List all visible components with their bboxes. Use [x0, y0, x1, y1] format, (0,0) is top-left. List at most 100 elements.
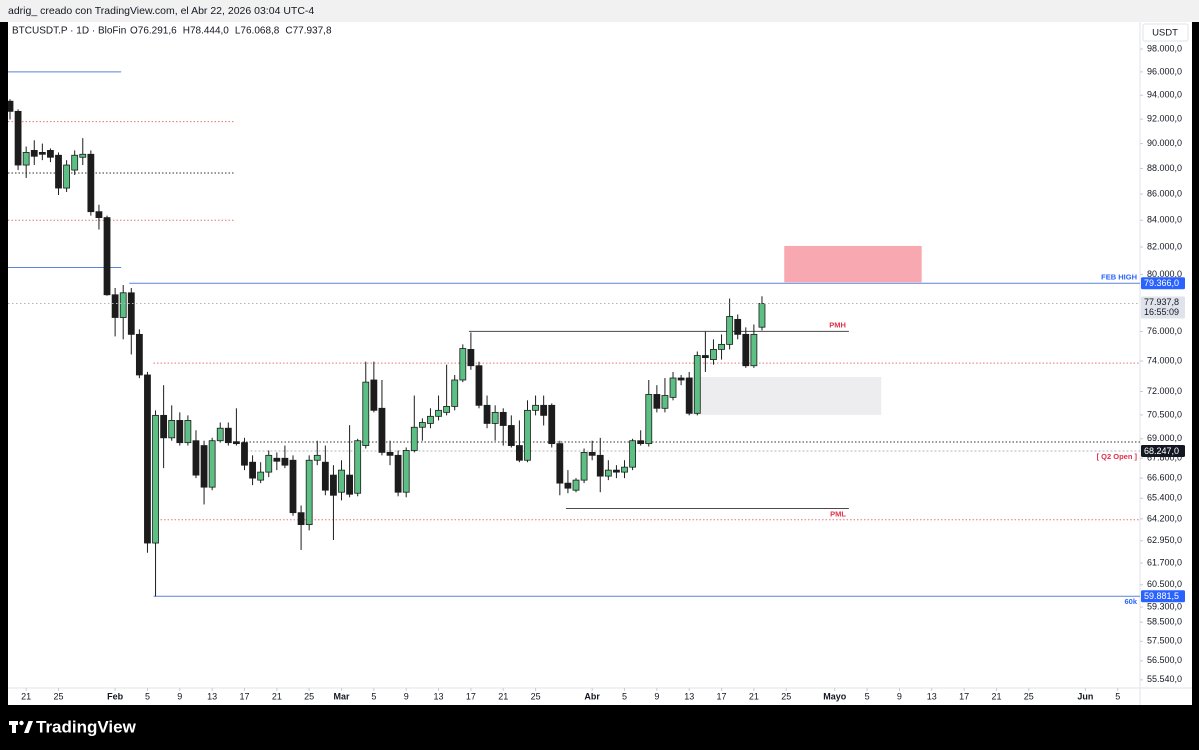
y-tick-label: 74.000,0	[1147, 355, 1182, 365]
candle-body	[79, 153, 87, 158]
candle-body	[758, 303, 766, 328]
candle-body	[354, 440, 362, 494]
y-tick-label: 64.200,0	[1147, 513, 1182, 523]
candle-body	[621, 466, 628, 473]
candle-body	[144, 374, 151, 544]
x-tick-label: 17	[466, 691, 476, 701]
y-tick-label: 56.500,0	[1147, 655, 1182, 665]
x-tick-label: 25	[531, 691, 541, 701]
candle-body	[47, 150, 54, 158]
x-tick-label: 25	[54, 691, 64, 701]
y-tick-label: 59.300,0	[1147, 601, 1182, 611]
y-tick-label: 55.540,0	[1147, 674, 1182, 684]
x-tick-label: 17	[717, 691, 727, 701]
y-tick-label: 76.000,0	[1147, 326, 1182, 336]
level-label: 60k	[1124, 597, 1137, 606]
ohlc-legend: O76.291,6 H78.444,0 L76.068,8 C77.937,8	[130, 26, 332, 37]
caption-bar	[0, 0, 1199, 22]
candle-body	[524, 409, 531, 461]
y-tick-label: 58.500,0	[1147, 617, 1182, 627]
x-tick-label: 5	[865, 691, 870, 701]
y-tick-label: 70.500,0	[1147, 409, 1182, 419]
candle-body	[71, 154, 79, 171]
symbol-title: BTCUSDT.P · 1D · BloFin	[12, 26, 126, 37]
x-tick-label: 9	[897, 691, 902, 701]
level-label: PMH	[829, 320, 846, 329]
currency: USDT	[1152, 28, 1178, 39]
countdown: 16:55:09	[1144, 307, 1179, 317]
x-tick-label: 9	[654, 691, 659, 701]
ohlc-value: H78.444,0	[183, 26, 230, 37]
level-label: PML	[830, 510, 846, 519]
candle-body	[410, 426, 418, 451]
price-tag-label: 59.881,5	[1144, 591, 1179, 601]
candle-body	[152, 414, 159, 544]
y-tick-label: 86.000,0	[1147, 188, 1182, 198]
y-tick-label: 82.000,0	[1147, 241, 1182, 251]
candle-body	[63, 164, 70, 189]
candle-body	[742, 333, 750, 367]
last-price-tag	[1141, 296, 1185, 319]
candle-body	[87, 153, 95, 213]
candle-body	[580, 451, 588, 481]
candle-body	[402, 450, 410, 493]
x-tick-label: 21	[749, 691, 759, 701]
candle-body	[370, 379, 378, 411]
x-tick-label: 9	[404, 691, 409, 701]
currency-box	[1142, 23, 1189, 42]
candle-body	[491, 411, 499, 424]
candle-body	[556, 443, 564, 484]
candle-body	[321, 461, 329, 491]
candle-body	[95, 211, 103, 219]
candle-body	[459, 348, 467, 381]
candle-body	[443, 406, 451, 413]
candle-body	[685, 377, 693, 414]
x-tick-label: 5	[371, 691, 376, 701]
candle-body	[653, 394, 661, 409]
brand: TradingView	[36, 717, 137, 736]
candle-body	[532, 404, 539, 411]
candle-body	[596, 454, 604, 477]
level-label: FEB HIGH	[1101, 272, 1137, 281]
candle-body	[467, 349, 475, 367]
candle-body	[362, 381, 370, 446]
price-tag	[1141, 590, 1185, 603]
candle-body	[613, 469, 620, 473]
candle-body	[588, 451, 596, 456]
candle-body	[734, 318, 742, 335]
candle-body	[224, 427, 232, 444]
candle-body	[427, 415, 434, 424]
candle-body	[435, 409, 442, 417]
candle-body	[216, 427, 224, 442]
candle-body	[111, 294, 119, 318]
candle-body	[548, 404, 556, 445]
y-tick-label: 90.000,0	[1147, 138, 1182, 148]
candle-body	[386, 451, 394, 456]
x-tick-label: Abr	[584, 691, 600, 701]
caption: adrig_ creado con TradingView.com, el Ab…	[8, 5, 314, 17]
x-tick-label: 13	[434, 691, 444, 701]
candle-body	[103, 217, 111, 296]
candle-body	[418, 422, 426, 428]
candle-body	[135, 333, 143, 376]
x-tick-label: 13	[927, 691, 937, 701]
candle-body	[265, 454, 273, 473]
candle-body	[710, 349, 717, 360]
y-tick-label: 98.000,0	[1147, 43, 1182, 53]
last-price-label: 77.937,8	[1144, 297, 1179, 307]
candle-body	[726, 316, 734, 345]
x-tick-label: 17	[239, 691, 249, 701]
candle-body	[273, 457, 281, 462]
candle-body	[241, 442, 248, 466]
y-tick-label: 88.000,0	[1147, 163, 1182, 173]
price-tag-label: 79.366,0	[1144, 278, 1179, 288]
candle-body	[499, 411, 507, 426]
ohlc-value: O76.291,6	[130, 26, 177, 37]
candle-body	[184, 420, 192, 444]
candle-body	[451, 379, 459, 407]
candle-body	[330, 474, 337, 496]
overlay: FEB HIGH 60k [ Q2 Open ] PMH PML	[829, 272, 1138, 606]
price-tag	[1141, 444, 1185, 457]
y-tick-label: 94.000,0	[1147, 90, 1182, 100]
candle-body	[507, 425, 515, 446]
